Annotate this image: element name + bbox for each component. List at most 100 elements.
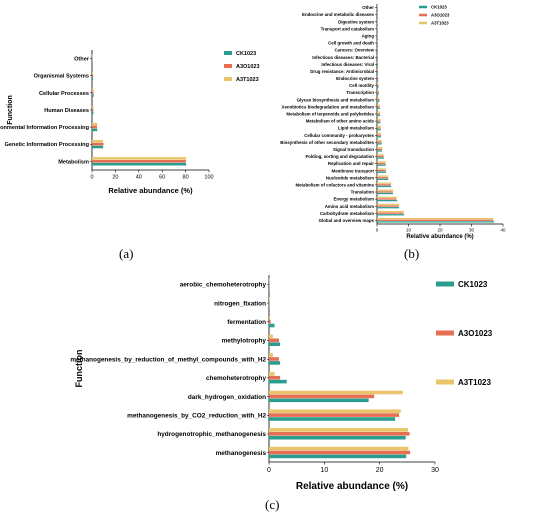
chart-b-bar bbox=[377, 148, 383, 150]
chart-a-x-tick-label: 100 bbox=[204, 175, 213, 181]
chart-c-category-label: chemoheterotrophy bbox=[206, 375, 266, 382]
chart-b-bar bbox=[377, 162, 386, 165]
chart-b-category-label: Carbohydrate metabolism bbox=[320, 211, 374, 216]
chart-b-bar bbox=[377, 111, 381, 113]
chart-c-bar bbox=[269, 334, 273, 339]
chart-a-bar bbox=[92, 111, 94, 115]
chart-b-category-label: Infectious diseases: Bacterial bbox=[312, 55, 374, 60]
chart-b-bar bbox=[377, 121, 381, 124]
chart-a-x-tick-label: 80 bbox=[183, 175, 189, 181]
chart-b-bar bbox=[377, 219, 494, 221]
chart-b-bar bbox=[377, 191, 393, 193]
chart-b-bar bbox=[377, 47, 378, 50]
chart-b-bar bbox=[377, 58, 378, 60]
chart-b-bar bbox=[377, 26, 378, 28]
chart-b-bar bbox=[377, 212, 404, 214]
chart-b-bar bbox=[377, 189, 394, 191]
chart-b-bar bbox=[377, 196, 397, 199]
chart-b-category-label: Transcription bbox=[346, 90, 374, 95]
chart-b-bar bbox=[377, 70, 379, 72]
chart-b-category-label: Cell growth and death bbox=[328, 41, 374, 46]
chart-b-bar bbox=[377, 198, 397, 200]
chart-b-bar bbox=[377, 79, 379, 81]
chart-c-legend-swatch bbox=[436, 379, 454, 385]
chart-b-bar bbox=[377, 63, 378, 65]
chart-a-legend-label: CK1023 bbox=[236, 51, 256, 57]
chart-b-bar bbox=[377, 141, 382, 143]
chart-b-category-label: Nucleotide metabolism bbox=[326, 175, 374, 180]
chart-c-category-label: nitrogen_fixation bbox=[214, 300, 266, 307]
chart-b-category-label: Biosynthesis of other secondary metaboli… bbox=[280, 140, 374, 145]
chart-b-category-label: Replication and repair bbox=[328, 161, 374, 166]
chart-c-category-label: methanogenesis bbox=[216, 450, 267, 457]
chart-a-x-tick-label: 20 bbox=[112, 175, 118, 181]
chart-b-category-label: Infectious diseases: Viral bbox=[321, 62, 374, 67]
chart-b-bar bbox=[377, 29, 378, 31]
chart-a-category-label: Environmental Information Processing bbox=[0, 125, 90, 131]
chart-c-category-label: methylotrophy bbox=[222, 338, 267, 345]
chart-c-x-tick-label: 20 bbox=[376, 467, 384, 474]
chart-b-legend-label: CK1023 bbox=[431, 5, 447, 10]
chart-c-bar bbox=[269, 372, 275, 376]
chart-b-legend-swatch bbox=[419, 5, 427, 9]
chart-b-bar bbox=[377, 169, 386, 172]
chart-b-category-label: Xenobiotics biodegradation and metabolis… bbox=[282, 104, 375, 109]
chart-c-category-label: fermentation bbox=[227, 319, 266, 326]
chart-c-bar bbox=[269, 450, 411, 455]
chart-b-x-tick-label: 10 bbox=[406, 228, 412, 233]
chart-c-category-label: methanogenesis_by_reduction_of_methyl_co… bbox=[70, 356, 266, 363]
chart-c-bar bbox=[269, 446, 409, 451]
chart-b-bar bbox=[377, 147, 383, 149]
chart-b-legend-label: A3T1023 bbox=[431, 21, 449, 26]
chart-b-bar bbox=[377, 161, 386, 163]
chart-b-bar bbox=[377, 40, 378, 42]
chart-b-bar bbox=[377, 28, 378, 30]
chart-a-category-label: Human Diseases bbox=[44, 108, 89, 114]
chart-c-category-label: hydrogenotrophic_methanogenesis bbox=[157, 431, 266, 438]
chart-b-category-label: Membrane transport bbox=[332, 168, 375, 173]
chart-a-x-tick-label: 0 bbox=[90, 175, 93, 181]
chart-c-bar bbox=[269, 342, 281, 346]
chart-b-bar bbox=[377, 56, 378, 58]
chart-c-legend-label: A3T1023 bbox=[458, 378, 491, 387]
chart-b-bar bbox=[377, 65, 378, 67]
chart-b-x-tick-label: 40 bbox=[500, 228, 506, 233]
chart-c-bar bbox=[269, 319, 271, 324]
chart-b-bar bbox=[377, 54, 378, 57]
chart-a-bar bbox=[92, 145, 104, 149]
chart-b-bar bbox=[377, 61, 378, 64]
chart-b-category-label: Cell motility bbox=[349, 83, 374, 88]
chart-b-category-label: Cellular community - prokaryotes bbox=[304, 133, 374, 138]
chart-c-x-axis-label: Relative abundance (%) bbox=[296, 481, 408, 492]
chart-b-bar bbox=[377, 221, 495, 223]
chart-b-bar bbox=[377, 157, 384, 159]
chart-a-bar bbox=[92, 157, 187, 160]
chart-a-x-tick-label: 60 bbox=[159, 175, 165, 181]
chart-b-bar bbox=[377, 182, 392, 184]
chart-a-bar bbox=[92, 122, 98, 126]
chart-c-bar bbox=[269, 394, 375, 399]
chart-b-bar bbox=[377, 128, 381, 131]
chart-b-bar bbox=[377, 192, 394, 195]
chart-a-legend-label: A3O1023 bbox=[236, 64, 260, 70]
chart-c-bar bbox=[269, 286, 270, 290]
chart-b-bar bbox=[377, 175, 389, 177]
chart-a-x-tick-label: 40 bbox=[136, 175, 142, 181]
chart-b-bar bbox=[377, 90, 379, 92]
chart-b-category-label: Endocrine system bbox=[336, 76, 374, 81]
chart-a-bar bbox=[92, 105, 94, 109]
chart-c-bar bbox=[269, 398, 369, 403]
chart-b-x-tick-label: 20 bbox=[437, 228, 443, 233]
chart-b-bar bbox=[377, 106, 380, 108]
chart-b-bar bbox=[377, 207, 400, 209]
panel-b-caption: (b) bbox=[404, 246, 420, 261]
chart-c-bar bbox=[269, 417, 396, 421]
chart-b-bar bbox=[377, 97, 380, 99]
chart-b-bar bbox=[377, 43, 378, 46]
chart-a-category-label: Organismal Systems bbox=[34, 74, 89, 80]
chart-c-bar bbox=[269, 338, 279, 343]
chart-c-legend-swatch bbox=[436, 330, 454, 336]
chart-b-bar bbox=[377, 218, 494, 220]
chart-c-bar bbox=[269, 315, 271, 320]
chart-b-bar bbox=[377, 83, 379, 85]
